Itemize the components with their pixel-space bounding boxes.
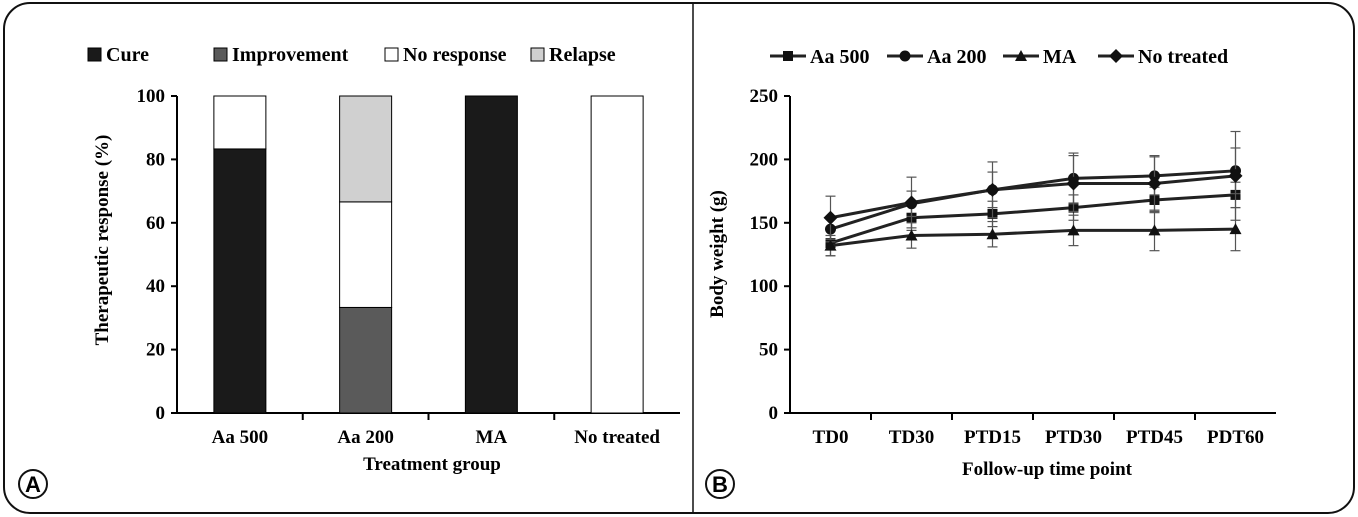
bar-aa-500-cure — [213, 148, 267, 414]
panel-b-ylabel: Body weight (g) — [707, 190, 728, 318]
line-ma — [830, 227, 1236, 248]
line-aa-200 — [830, 169, 1236, 231]
panel-b-xtick-label: TD0 — [813, 427, 849, 448]
panel-b-chart: Aa 500 Aa 200 MA No treated 0 50 100 150 200 250… — [705, 46, 1276, 499]
legend-marker-ma — [1015, 50, 1027, 61]
point-ma — [905, 229, 918, 241]
panel-a-ytick-label: 0 — [156, 403, 166, 424]
point-no-treated — [1066, 176, 1081, 191]
bar-aa-200-no-response — [339, 201, 393, 308]
panel-b-axes — [784, 95, 1276, 420]
point-no-treated — [1147, 176, 1162, 191]
panel-b-ytick-label: 200 — [750, 149, 779, 170]
legend-label-aa-200: Aa 200 — [927, 46, 986, 68]
panel-a-xlabel: Treatment group — [363, 454, 501, 475]
legend-swatch-improvement — [213, 47, 228, 62]
panel-a-letter: A — [25, 472, 41, 497]
point-ma — [1229, 223, 1242, 235]
series-no-treated — [823, 130, 1243, 240]
panel-b-xtick-label: PTD15 — [964, 427, 1021, 448]
legend-label-no-treated: No treated — [1138, 46, 1228, 68]
panel-a-ticks: 0 20 40 60 80 100 Aa 500 Aa 200 MA No treated — [137, 86, 661, 448]
panel-b-xtick-label: PTD30 — [1045, 427, 1102, 448]
panel-a-legend: Cure Improvement No response Relapse — [87, 44, 616, 66]
bar-ma-cure — [464, 95, 518, 414]
panel-b-ytick-label: 100 — [750, 276, 779, 297]
panel-b-legend: Aa 500 Aa 200 MA No treated — [770, 46, 1228, 68]
point-ma — [986, 228, 999, 240]
panel-a-chart: Cure Improvement No response Relapse 0 20 40 6… — [18, 44, 680, 499]
panel-a-ytick-label: 20 — [146, 340, 165, 361]
legend-label-cure: Cure — [106, 44, 149, 66]
panel-a-ytick-label: 100 — [137, 86, 166, 107]
panel-b-xlabel: Follow-up time point — [962, 459, 1133, 480]
point-no-treated — [1228, 168, 1243, 183]
panel-b-ytick-label: 150 — [750, 213, 779, 234]
panel-b-badge — [705, 469, 735, 499]
panel-a-ylabel: Therapeutic response (%) — [92, 135, 113, 346]
panel-a-xtick-label: No treated — [574, 427, 660, 448]
legend-label-improvement: Improvement — [232, 44, 349, 66]
line-no-treated — [830, 174, 1236, 220]
legend-swatch-relapse — [530, 47, 545, 62]
panel-a-xtick-label: Aa 500 — [212, 427, 268, 448]
panel-b-xtick-label: PTD45 — [1126, 427, 1183, 448]
legend-label-ma: MA — [1043, 46, 1077, 68]
series-ma — [824, 206, 1242, 257]
panel-a-badge — [18, 469, 48, 499]
point-ma — [1067, 224, 1080, 236]
point-ma — [1148, 224, 1161, 236]
panel-a-ytick-label: 80 — [146, 149, 165, 170]
panel-a-ytick-label: 60 — [146, 213, 165, 234]
legend-label-relapse: Relapse — [549, 44, 616, 66]
bar-aa-500-no-response — [213, 95, 267, 150]
panel-b-xtick-label: PDT60 — [1207, 427, 1264, 448]
bar-aa-200-relapse — [339, 95, 393, 203]
legend-swatch-no-response — [384, 47, 399, 62]
point-no-treated — [985, 182, 1000, 197]
legend-label-no-response: No response — [403, 44, 507, 66]
panel-b-xtick-label: TD30 — [889, 427, 934, 448]
panel-b-lines — [823, 130, 1243, 257]
panel-b-letter: B — [712, 472, 728, 497]
legend-marker-no-treated — [1109, 49, 1123, 63]
panel-a-xtick-label: Aa 200 — [337, 427, 393, 448]
legend-swatch-cure — [87, 47, 102, 62]
point-no-treated — [904, 195, 919, 210]
panel-a-bars — [213, 95, 644, 414]
panel-a-xtick-label: MA — [476, 427, 508, 448]
point-no-treated — [823, 210, 838, 225]
legend-marker-aa-200 — [899, 50, 911, 62]
panel-b-ticks: 0 50 100 150 200 250 TD0 TD30 PTD15 PTD30 PTD45 PDT… — [750, 86, 1265, 448]
legend-label-aa-500: Aa 500 — [810, 46, 869, 68]
panel-b-ytick-label: 0 — [769, 403, 779, 424]
bar-aa-200-improvement — [339, 306, 393, 414]
panel-b-ytick-label: 250 — [750, 86, 779, 107]
panel-b-ytick-label: 50 — [759, 340, 778, 361]
line-aa-500 — [830, 193, 1236, 245]
panel-a-ytick-label: 40 — [146, 276, 165, 297]
legend-marker-aa-500 — [783, 51, 793, 61]
point-ma — [824, 239, 837, 251]
bar-no-treated-no-response — [590, 95, 644, 414]
